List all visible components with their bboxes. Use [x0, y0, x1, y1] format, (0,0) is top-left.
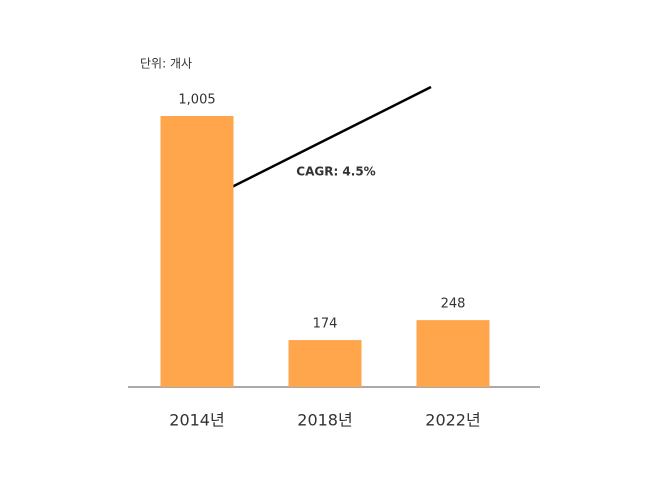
bar [288, 340, 362, 387]
annotation: CAGR: 4.5% [296, 165, 375, 179]
bar [160, 116, 234, 387]
x-tick-label: 2018년 [297, 411, 352, 430]
bar [416, 320, 490, 387]
x-tick-label: 2022년 [425, 411, 480, 430]
data-label: 248 [441, 297, 466, 312]
data-label: 1,005 [178, 93, 215, 108]
data-label: 174 [313, 317, 338, 332]
trend-line [195, 85, 432, 207]
unit-label: 단위: 개사 [140, 57, 192, 71]
x-tick-label: 2014년 [169, 411, 224, 430]
